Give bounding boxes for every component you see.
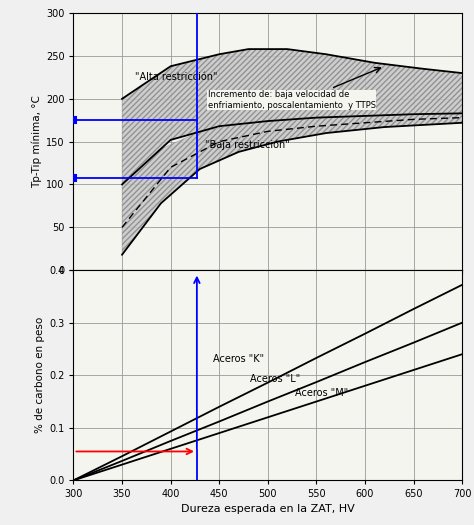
Text: Aceros "K": Aceros "K" [213, 354, 264, 364]
Y-axis label: Tp-Tip mínima, °C: Tp-Tip mínima, °C [31, 95, 42, 188]
Text: "Baja restricción": "Baja restricción" [205, 140, 290, 151]
Text: Incremento de: baja velocidad de
enfriamiento, poscalentamiento  y TTPS: Incremento de: baja velocidad de enfriam… [208, 90, 375, 110]
Text: "Alta restricción": "Alta restricción" [135, 72, 217, 82]
Text: Aceros "M": Aceros "M" [295, 388, 348, 398]
X-axis label: Dureza esperada en la ZAT, HV: Dureza esperada en la ZAT, HV [181, 503, 355, 513]
Y-axis label: % de carbono en peso: % de carbono en peso [35, 317, 45, 433]
Text: Aceros "L": Aceros "L" [250, 374, 301, 384]
